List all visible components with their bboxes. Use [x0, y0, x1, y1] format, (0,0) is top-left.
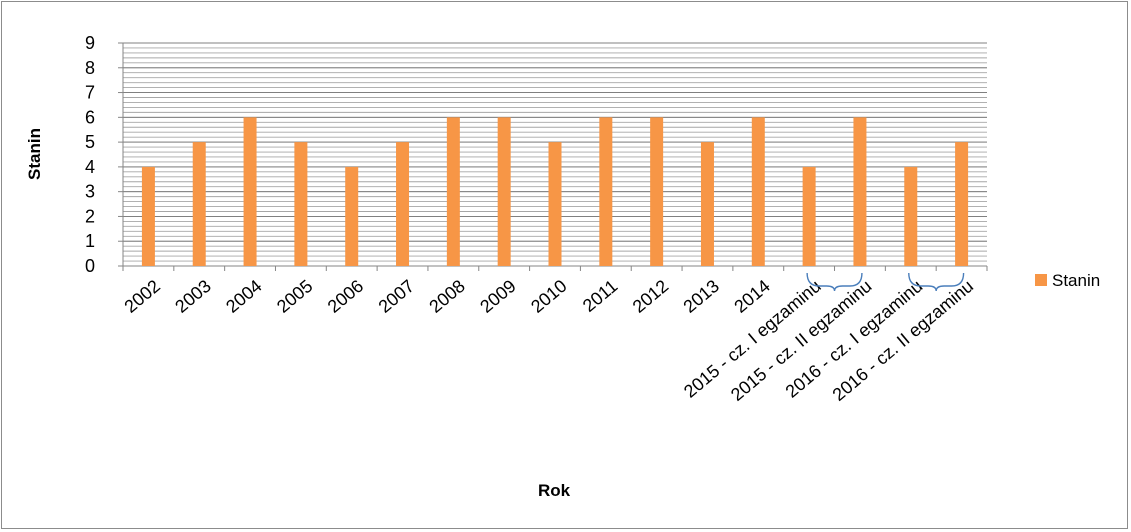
y-tick-label: 1	[85, 231, 95, 251]
bar	[700, 142, 714, 266]
bar	[904, 166, 918, 266]
group-brackets	[806, 272, 965, 292]
y-axis-title: Stanin	[25, 128, 44, 180]
x-tick-label: 2007	[375, 276, 419, 317]
bar	[650, 117, 664, 266]
y-tick-label: 5	[85, 132, 95, 152]
bar	[599, 117, 613, 266]
bars	[141, 117, 969, 266]
legend-label: Stanin	[1052, 271, 1100, 290]
y-tick-label: 9	[85, 33, 95, 53]
bar	[802, 166, 816, 266]
bar	[192, 142, 206, 266]
legend: Stanin	[1035, 271, 1100, 290]
bar	[345, 166, 359, 266]
bar	[294, 142, 308, 266]
y-tick-label: 8	[85, 58, 95, 78]
x-tick-label: 2005	[273, 276, 317, 317]
x-tick-label: 2008	[425, 276, 469, 317]
bar	[751, 117, 765, 266]
bar	[955, 142, 969, 266]
bar	[497, 117, 511, 266]
y-tick-labels: 0 1 2 3 4 5 6 7 8 9	[85, 33, 95, 276]
bar	[396, 142, 410, 266]
legend-swatch	[1035, 274, 1047, 286]
x-tick-label: 2010	[527, 276, 571, 317]
x-tick-label: 2011	[579, 276, 622, 316]
x-tick-labels: 2002 2003 2004 2005 2006 2007 2008 2009 2010 2011…	[120, 276, 977, 405]
group-bracket	[908, 272, 965, 292]
bar	[446, 117, 460, 266]
y-tick-label: 7	[85, 83, 95, 103]
x-tick-label: 2003	[171, 276, 215, 317]
y-tick-label: 0	[85, 256, 95, 276]
x-tick-label: 2012	[629, 276, 673, 317]
x-tick-label: 2006	[324, 276, 368, 317]
x-tick-label: 2013	[680, 276, 724, 317]
x-tick-label: 2004	[222, 276, 266, 317]
y-tick-label: 2	[85, 206, 95, 226]
bar	[548, 142, 562, 266]
bar	[141, 166, 155, 266]
y-tick-label: 4	[85, 157, 95, 177]
y-tick-label: 6	[85, 107, 95, 127]
bar	[243, 117, 257, 266]
x-tick-label: 2002	[120, 276, 164, 317]
group-bracket	[806, 272, 863, 292]
x-tick-label: 2009	[476, 276, 520, 317]
x-axis-title: Rok	[538, 481, 571, 500]
x-tick-label: 2014	[730, 276, 774, 317]
bar	[853, 117, 867, 266]
y-tick-label: 3	[85, 182, 95, 202]
